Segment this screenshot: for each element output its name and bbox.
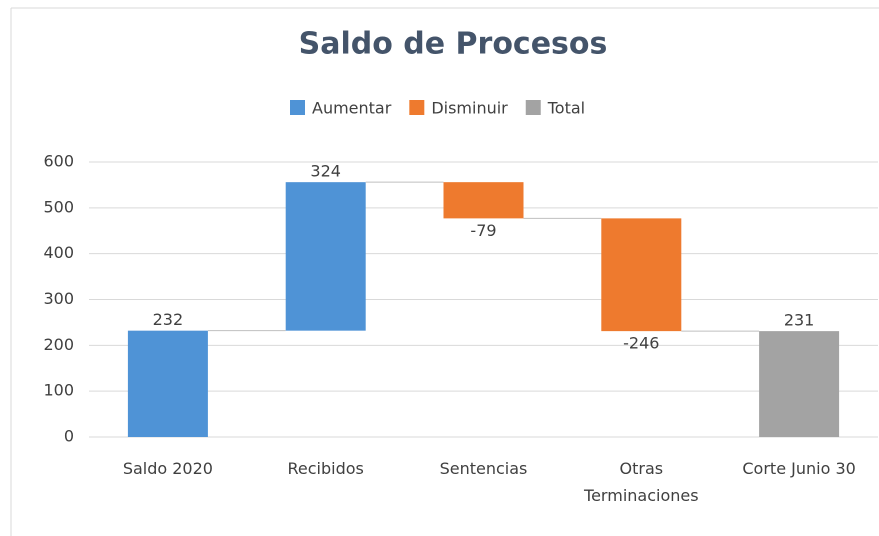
legend-swatch [525, 100, 541, 115]
y-tick-label: 500 [43, 197, 74, 216]
y-tick-label: 300 [43, 289, 74, 308]
bar [443, 182, 524, 219]
x-tick-label: Corte Junio 30 [742, 459, 856, 478]
x-tick-label: Saldo 2020 [122, 459, 213, 478]
data-label: -79 [470, 221, 496, 240]
chart-title: Saldo de Procesos [299, 27, 608, 62]
y-tick-label: 200 [43, 335, 74, 354]
legend-label: Total [547, 99, 585, 118]
legend-swatch [290, 100, 305, 115]
y-tick-label: 0 [64, 427, 74, 446]
bar [127, 330, 208, 437]
data-label: 232 [153, 310, 184, 329]
data-label: -246 [623, 334, 659, 353]
legend-swatch [409, 100, 425, 115]
y-tick-label: 600 [43, 152, 74, 171]
bar [285, 182, 366, 331]
x-tick-label: Sentencias [439, 459, 528, 478]
x-tick-label: Recibidos [287, 459, 364, 478]
data-label: 324 [310, 162, 341, 181]
bar [601, 218, 682, 332]
x-tick-label: Otras Terminaciones [584, 459, 699, 505]
y-tick-label: 100 [43, 381, 74, 400]
data-label: 231 [784, 311, 815, 330]
y-tick-label: 400 [43, 243, 74, 262]
legend-label: Aumentar [312, 99, 392, 118]
bar [759, 331, 840, 437]
legend-label: Disminuir [431, 99, 508, 118]
